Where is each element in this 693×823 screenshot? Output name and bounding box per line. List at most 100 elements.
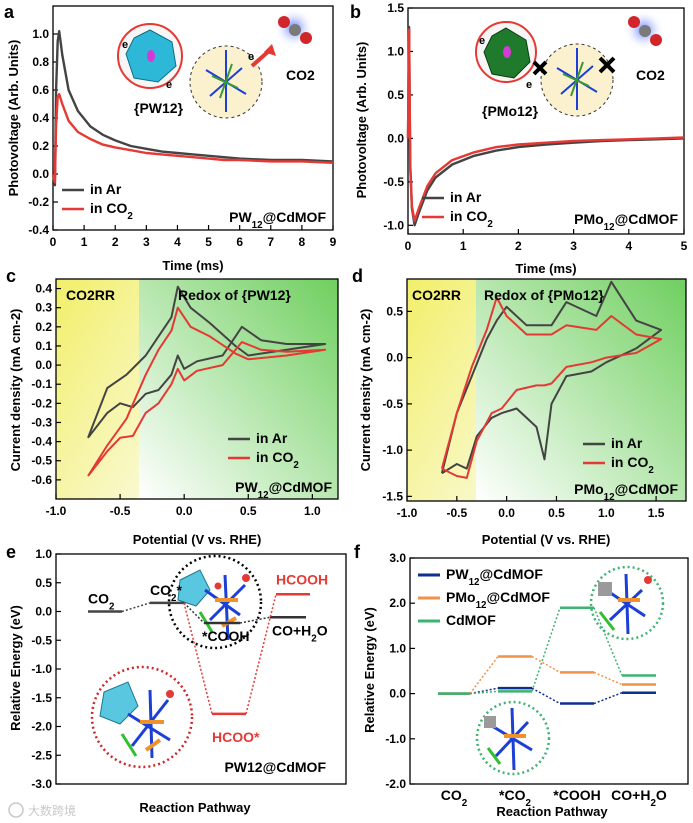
electron-label-1b: e	[479, 35, 485, 47]
panel-a: a 0 1 2 3 4 5 6 7 8 9 -0.4 -0.2 0.0 0.2 0.4 0.6 0.8 1.0 in…	[4, 2, 337, 273]
cv-curve-in-co2	[87, 306, 327, 477]
cv-curve-in-co2	[440, 296, 663, 479]
plot-frame-d	[406, 278, 687, 502]
y-tick-label: -0.4	[28, 223, 49, 237]
x-tick-label: -1.0	[397, 506, 418, 520]
pathway-connector	[469, 690, 499, 695]
plot-frame-c	[55, 278, 339, 500]
plot-a: 0 1 2 3 4 5 6 7 8 9 -0.4 -0.2 0.0 0.2 0.4 0.6 0.8 1.0 in A…	[28, 27, 336, 249]
y-tick-label: -0.5	[383, 175, 404, 189]
y-tick-label: 1.0	[35, 547, 52, 561]
y-tick-label: 0.4	[35, 282, 52, 296]
x-tick-label: 5	[681, 239, 688, 253]
x-tick-label: 0.5	[240, 504, 257, 518]
panel-d: d -1.0 -0.5 0.0 0.5 1.0 1.5 -1.5 -1.0 -0.5 0.0 0.5…	[352, 266, 687, 547]
y-tick-label: -1.0	[383, 218, 404, 232]
panel-letter-c: c	[6, 266, 16, 286]
x-tick-label: 4	[625, 239, 632, 253]
pathway-connector	[183, 602, 213, 715]
legend-label: in CO2	[450, 208, 493, 230]
x-tick-label: 8	[299, 235, 306, 249]
region-label-redox-c: Redox of {PW12}	[178, 287, 291, 303]
legend-label: in CO2	[611, 454, 654, 476]
electron-label-2a: e	[166, 79, 172, 91]
y-axis-label-c: Current density (mA cm-2)	[8, 309, 23, 472]
co2-molecule-icon-b	[628, 16, 640, 28]
co2-molecule-icon-a	[278, 16, 290, 28]
panel-letter-b: b	[350, 2, 361, 22]
y-tick-label: -0.2	[31, 396, 52, 410]
panel-letter-a: a	[4, 2, 15, 22]
x-tick-label: 7	[267, 235, 274, 249]
x-tick-label: 0.5	[548, 506, 565, 520]
panel-f: f -2.0 -1.0 0.0 1.0 2.0 3.0 CO2 *CO2 *COOH CO+H2O…	[354, 542, 689, 819]
y-tick-label: -0.5	[31, 454, 52, 468]
pathway-connector	[531, 687, 561, 705]
structure-inset-e2	[90, 665, 194, 769]
cluster-name-a: {PW12}	[134, 100, 184, 116]
y-axis-label-f: Relative Energy (eV)	[362, 607, 377, 733]
y-tick-label: -0.1	[31, 377, 52, 391]
series-line-in-co2	[406, 28, 685, 223]
state-label: CO2*	[150, 582, 182, 604]
legend-label: in Ar	[611, 435, 643, 451]
structure-inset-f1	[589, 565, 665, 641]
cluster-icon-e1	[177, 569, 211, 607]
y-axis-label-d: Current density (mA cm-2)	[358, 309, 373, 472]
legend-label: PW12@CdMOF	[446, 566, 543, 588]
x-tick-label: 2	[515, 239, 522, 253]
y-tick-label: 0.0	[35, 605, 52, 619]
pathway-connector	[593, 607, 623, 676]
y-tick-label: -2.0	[385, 777, 406, 791]
legend-label: in Ar	[256, 430, 288, 446]
blocked-transfer-icon-1	[532, 60, 548, 76]
panel-letter-e: e	[6, 542, 16, 562]
legend-label: in Ar	[450, 189, 482, 205]
y-tick-label: 0.0	[32, 167, 49, 181]
y-tick-label: -0.5	[382, 397, 403, 411]
x-category-label: *CO2	[499, 787, 531, 809]
structure-inset-f2	[475, 700, 551, 776]
y-tick-label: 0.0	[386, 351, 403, 365]
framework-icon-f1	[605, 573, 646, 635]
y-tick-label: 1.5	[387, 1, 404, 15]
x-axis-label-a: Time (ms)	[162, 258, 223, 273]
x-axis-label-d: Potential (V vs. RHE)	[482, 532, 611, 547]
panel-letter-f: f	[354, 542, 361, 562]
y-tick-label: 1.0	[389, 641, 406, 655]
x-category-label: CO2	[441, 787, 468, 809]
y-tick-label: -2.5	[31, 748, 52, 762]
electron-label-2b: e	[526, 79, 532, 91]
y-tick-label: -1.0	[385, 732, 406, 746]
pathway-connector	[531, 607, 561, 692]
y-tick-label: 0.2	[32, 139, 49, 153]
y-tick-label: 0.1	[35, 339, 52, 353]
y-tick-label: 1.0	[32, 27, 49, 41]
plot-c: -1.0 -0.5 0.0 0.5 1.0 -0.6 -0.5 -0.4 -0.3 -0.2 -0.…	[31, 282, 332, 518]
x-category-label: CO+H2O	[611, 787, 667, 809]
sample-label-e: PW12@CdMOF	[224, 759, 326, 775]
legend-label: PMo12@CdMOF	[446, 589, 550, 611]
electron-label-3a: e	[248, 51, 254, 63]
y-tick-label: 3.0	[389, 551, 406, 565]
y-tick-label: 0.2	[35, 320, 52, 334]
watermark-logo-icon	[8, 802, 24, 818]
plot-d: -1.0 -0.5 0.0 0.5 1.0 1.5 -1.5 -1.0 -0.5 0.0 0.5 in…	[382, 280, 678, 520]
legend-label: CdMOF	[446, 612, 496, 628]
region-label-co2rr-c: CO2RR	[66, 287, 115, 303]
sample-label: PMo12@CdMOF	[574, 481, 678, 503]
y-tick-label: -1.5	[382, 489, 403, 503]
x-tick-label: 1.5	[648, 506, 665, 520]
sample-label: PMo12@CdMOF	[574, 211, 678, 233]
x-tick-label: -0.5	[446, 506, 467, 520]
region-label-redox-d: Redox of {PMo12}	[484, 287, 604, 303]
structure-inset-e1	[167, 554, 263, 650]
central-atom-icon	[147, 50, 155, 62]
y-tick-label: -0.3	[31, 415, 52, 429]
pathway-connector	[239, 616, 271, 624]
sample-label: PW12@CdMOF	[229, 209, 326, 231]
y-tick-label: -0.5	[31, 633, 52, 647]
y-tick-label: 0.0	[389, 687, 406, 701]
x-tick-label: 2	[112, 235, 119, 249]
y-tick-label: 0.0	[35, 358, 52, 372]
